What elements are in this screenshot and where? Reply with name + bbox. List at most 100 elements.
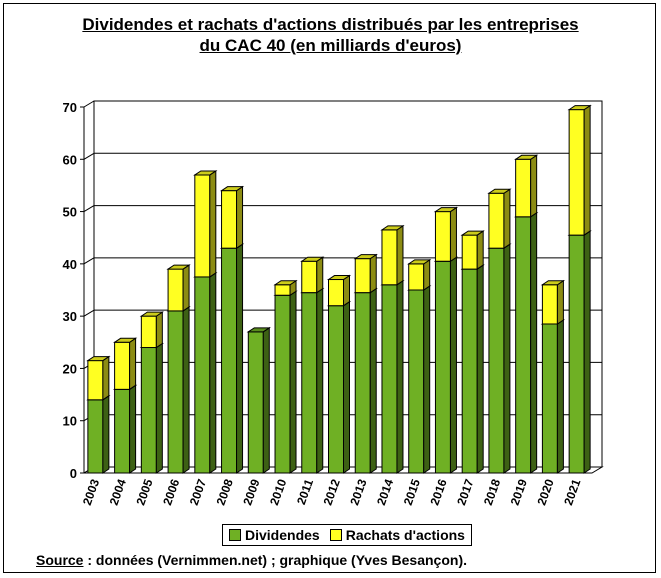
bar-rachats-2011-side: [316, 256, 324, 294]
bar-rachats-2005-top: [139, 311, 164, 317]
source-label: Source: [36, 552, 84, 568]
bar-rachats-2008-top: [219, 186, 245, 192]
bar-rachats-2007: [194, 174, 211, 278]
bar-dividendes-2010-side: [289, 290, 297, 474]
bar-dividendes-2004: [114, 388, 131, 474]
legend-item-dividendes: Dividendes: [229, 527, 320, 543]
bar-rachats-2012-top: [326, 275, 352, 281]
bar-dividendes-2021-side: [583, 230, 591, 474]
bar-dividendes-2009: [247, 331, 264, 474]
bar-rachats-2020-top: [540, 280, 566, 286]
legend-swatch-dividendes: [229, 529, 241, 541]
bar-rachats-2019-top: [514, 154, 539, 160]
bar-rachats-2017: [461, 234, 478, 270]
bar-dividendes-2006: [167, 310, 184, 474]
bar-rachats-2013-top: [353, 254, 378, 260]
bar-dividendes-2019-side: [530, 211, 538, 474]
bar-dividendes-2007: [194, 276, 211, 474]
bar-rachats-2016-top: [433, 207, 459, 213]
gridline-side: [83, 309, 95, 317]
bar-dividendes-2014: [381, 284, 398, 474]
bar-rachats-2012: [328, 279, 344, 307]
bar-dividendes-2004-side: [129, 384, 137, 474]
bar-dividendes-2003-side: [102, 394, 110, 474]
bar-rachats-2007-top: [193, 170, 218, 176]
bar-dividendes-2018-side: [503, 243, 511, 474]
bar-dividendes-2012: [328, 305, 344, 474]
source-note: Source : données (Vernimmen.net) ; graph…: [36, 552, 467, 568]
legend-swatch-rachats: [329, 529, 342, 541]
bar-dividendes-2009-top: [246, 327, 271, 333]
bar-dividendes-2007-side: [209, 271, 217, 474]
bar-dividendes-2008: [221, 247, 238, 474]
bar-rachats-2003-side: [102, 355, 110, 401]
bar-rachats-2004-side: [129, 337, 137, 391]
bar-dividendes-2016-side: [449, 256, 457, 474]
bar-dividendes-2015: [408, 289, 425, 474]
bar-rachats-2020-side: [556, 279, 564, 325]
bar-rachats-2007-side: [209, 170, 217, 278]
bar-dividendes-2017: [461, 268, 478, 474]
bar-rachats-2020: [541, 284, 558, 325]
bar-rachats-2005-side: [155, 311, 163, 349]
bar-dividendes-2013: [354, 292, 371, 474]
x-tick-label-2009: 2009: [240, 477, 262, 507]
bar-rachats-2012-side: [343, 274, 350, 307]
bar-rachats-2019: [515, 158, 532, 218]
bar-dividendes-2009-side: [262, 326, 270, 474]
bar-dividendes-2017-side: [476, 264, 484, 474]
x-tick-label-2017: 2017: [454, 477, 476, 507]
bar-dividendes-2005-side: [155, 342, 163, 474]
bar-rachats-2011-top: [300, 256, 325, 262]
bar-rachats-2006-top: [166, 264, 191, 270]
bar-dividendes-2005: [140, 347, 157, 474]
y-tick-label: 70: [63, 100, 77, 115]
bar-dividendes-2016: [434, 260, 451, 474]
bar-rachats-2017-side: [476, 230, 484, 271]
bar-rachats-2019-side: [530, 154, 538, 218]
bar-rachats-2013-side: [369, 253, 377, 294]
x-tick-label-2008: 2008: [214, 477, 236, 507]
y-tick-label: 20: [63, 361, 77, 376]
bar-rachats-2016-side: [449, 206, 457, 263]
bar-dividendes-2011: [301, 292, 318, 474]
bar-rachats-2018-side: [503, 188, 511, 250]
y-tick-label: 10: [63, 414, 77, 429]
bar-dividendes-2020: [541, 323, 558, 474]
bar-rachats-2003: [87, 360, 104, 401]
gridline-side: [83, 257, 95, 265]
bar-rachats-2004-top: [112, 337, 138, 343]
bar-rachats-2004: [114, 341, 131, 390]
x-tick-label-2019: 2019: [508, 477, 530, 507]
x-tick-label-2003: 2003: [80, 477, 102, 507]
legend-label-dividendes: Dividendes: [245, 527, 320, 543]
y-tick-label: 30: [63, 309, 77, 324]
x-tick-label-2012: 2012: [321, 477, 343, 507]
y-tick-label: 50: [63, 205, 77, 220]
bar-dividendes-2010: [274, 294, 291, 474]
x-tick-label-2005: 2005: [133, 477, 155, 507]
bar-dividendes-2019: [515, 216, 532, 474]
legend-label-rachats: Rachats d'actions: [345, 527, 465, 543]
x-tick-label-2021: 2021: [561, 477, 583, 507]
bar-rachats-2016: [434, 211, 451, 262]
bar-dividendes-2021: [568, 234, 585, 474]
chart-title: Dividendes et rachats d'actions distribu…: [0, 14, 661, 56]
x-tick-label-2015: 2015: [401, 477, 423, 507]
bar-rachats-2006: [167, 268, 184, 312]
x-tick-label-2018: 2018: [481, 477, 503, 507]
bar-dividendes-2003: [87, 399, 104, 474]
gridline-side: [83, 205, 95, 213]
bar-rachats-2018-top: [487, 188, 512, 194]
bar-dividendes-2008-side: [236, 243, 244, 474]
chart-title-line1: Dividendes et rachats d'actions distribu…: [82, 15, 579, 34]
bar-dividendes-2006-side: [182, 305, 190, 474]
legend-item-rachats: Rachats d'actions: [329, 527, 465, 543]
bar-rachats-2013: [354, 258, 371, 294]
bar-rachats-2010-top: [273, 280, 298, 286]
bar-rachats-2006-side: [182, 264, 190, 312]
x-tick-label-2004: 2004: [107, 477, 129, 507]
x-tick-label-2014: 2014: [374, 477, 396, 507]
bar-rachats-2011: [301, 260, 318, 294]
